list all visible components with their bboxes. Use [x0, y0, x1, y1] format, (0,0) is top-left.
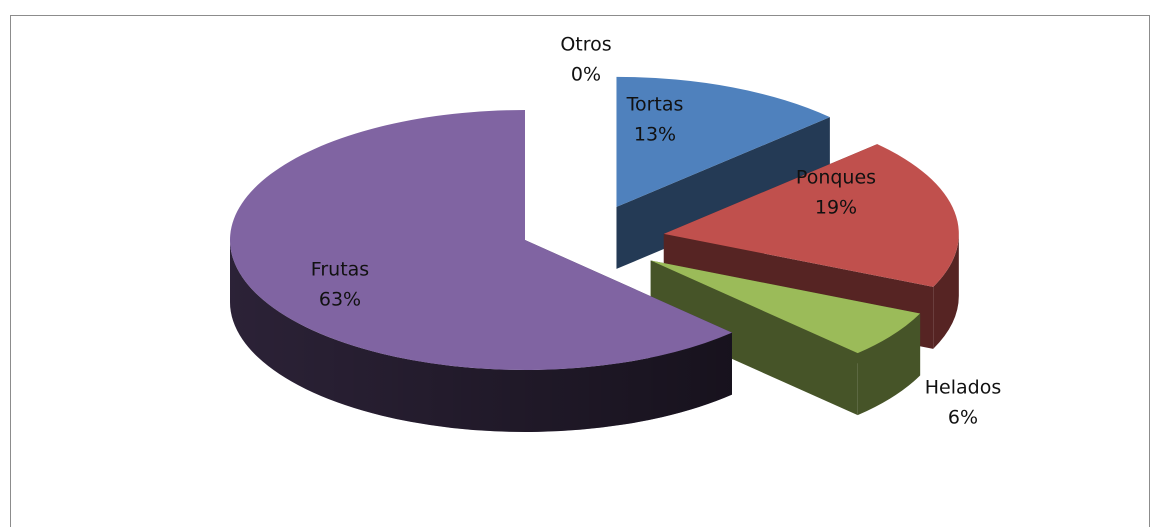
slice-label-value: 63%	[319, 289, 361, 311]
slice-side-shade	[229, 240, 732, 433]
slice	[650, 260, 921, 354]
slice-side	[933, 233, 959, 349]
slice-label-value: 19%	[815, 197, 857, 219]
slice-label-name: Ponques	[796, 167, 876, 189]
slice-label-value: 6%	[948, 407, 978, 429]
slice-wall	[616, 117, 830, 269]
slice-label-name: Helados	[925, 377, 1001, 399]
slice-label-name: Otros	[560, 34, 611, 56]
slice-label-value: 0%	[571, 64, 601, 86]
slice	[663, 144, 959, 287]
slice	[616, 76, 830, 207]
slice	[230, 110, 732, 371]
slice-wall	[650, 260, 858, 416]
slice-label-value: 13%	[634, 124, 676, 146]
slice-side	[857, 313, 921, 416]
slice-label-name: Tortas	[626, 94, 684, 116]
slice-label-name: Frutas	[311, 259, 369, 281]
